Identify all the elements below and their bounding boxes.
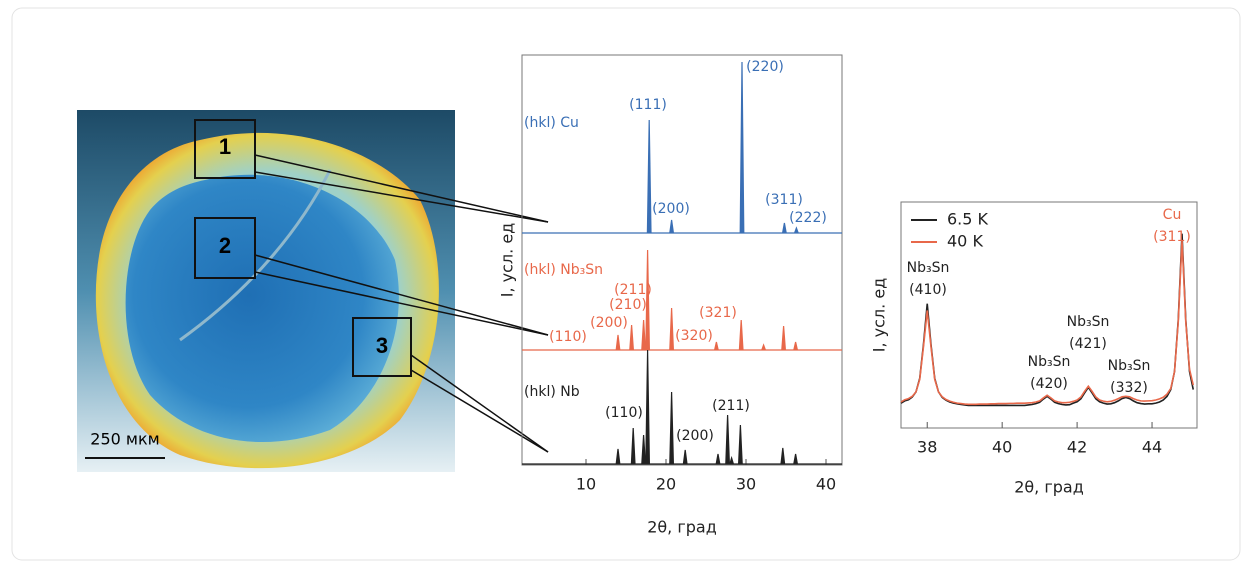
- x-tick-label: 38: [917, 438, 937, 457]
- x-tick-label: 42: [1067, 438, 1087, 457]
- peak-label: (111): [629, 97, 667, 113]
- annotation: Nb₃Sn: [1108, 358, 1151, 374]
- peak-label: (211): [614, 282, 652, 298]
- region-label: 3: [376, 333, 388, 358]
- series-label: (hkl) Nb₃Sn: [524, 262, 603, 278]
- annotation: (421): [1069, 336, 1107, 352]
- peak: [781, 448, 785, 464]
- peak: [670, 220, 674, 233]
- x-axis-label: 2θ, град: [1014, 478, 1084, 497]
- micrograph: 1 2 3 250 мкм: [77, 110, 548, 472]
- x-tick-label: 10: [576, 475, 596, 494]
- x-tick-label: 40: [992, 438, 1012, 457]
- peak-label: (110): [549, 329, 587, 345]
- annotation: (311): [1153, 229, 1191, 245]
- peak-label: (200): [676, 428, 714, 444]
- peak: [730, 458, 734, 464]
- x-axis-label: 2θ, град: [647, 518, 717, 537]
- annotation: Cu: [1163, 207, 1182, 223]
- peak: [782, 326, 786, 350]
- peak: [646, 350, 650, 464]
- peak: [631, 428, 635, 464]
- figure: 1 2 3 250 мкм 10 20 30 40 2θ, град I, усл. ед…: [0, 0, 1252, 570]
- peak: [616, 335, 620, 350]
- y-axis-label: I, усл. ед: [870, 278, 889, 352]
- peak: [716, 454, 720, 464]
- annotation: Nb₃Sn: [1028, 354, 1071, 370]
- peak: [630, 325, 634, 350]
- peak: [726, 415, 730, 464]
- annotation: (410): [909, 282, 947, 298]
- peak: [642, 320, 646, 350]
- annotation: (420): [1030, 376, 1068, 392]
- peak: [794, 342, 798, 350]
- y-axis-label: I, усл. ед: [498, 223, 517, 297]
- peak: [616, 449, 620, 464]
- peak: [795, 228, 799, 233]
- x-tick-label: 44: [1142, 438, 1162, 457]
- peak: [670, 308, 674, 350]
- peak-label: (222): [789, 210, 827, 226]
- peak: [739, 425, 743, 464]
- x-tick-label: 30: [736, 475, 756, 494]
- peak-label: (210): [609, 297, 647, 313]
- peak: [715, 342, 719, 350]
- peak: [646, 250, 650, 350]
- legend-label: 40 K: [947, 232, 983, 251]
- peak-label: (200): [590, 315, 628, 331]
- peak-label: (311): [765, 192, 803, 208]
- peak-label: (220): [746, 59, 784, 75]
- peak: [783, 223, 787, 233]
- sample-core: [126, 175, 399, 442]
- peak: [647, 120, 651, 233]
- legend-label: 6.5 K: [947, 210, 989, 229]
- annotation: Nb₃Sn: [1067, 314, 1110, 330]
- peak: [739, 320, 743, 350]
- peak-label: (110): [605, 405, 643, 421]
- region-label: 2: [219, 233, 231, 258]
- peak-label: (200): [652, 201, 690, 217]
- peak-label: (320): [675, 328, 713, 344]
- x-tick-label: 20: [656, 475, 676, 494]
- peak: [762, 345, 766, 350]
- x-tick-label: 40: [816, 475, 836, 494]
- peak-label: (321): [699, 305, 737, 321]
- region-label: 1: [219, 134, 231, 159]
- scale-label: 250 мкм: [90, 430, 159, 449]
- peak: [683, 450, 687, 464]
- annotation: (332): [1110, 380, 1148, 396]
- annotation: Nb₃Sn: [907, 260, 950, 276]
- peak: [740, 62, 744, 233]
- peak-label: (211): [712, 398, 750, 414]
- peak: [642, 435, 646, 464]
- series-label: (hkl) Cu: [524, 115, 579, 131]
- peak: [794, 454, 798, 464]
- peak: [670, 392, 674, 464]
- series-label: (hkl) Nb: [524, 384, 580, 400]
